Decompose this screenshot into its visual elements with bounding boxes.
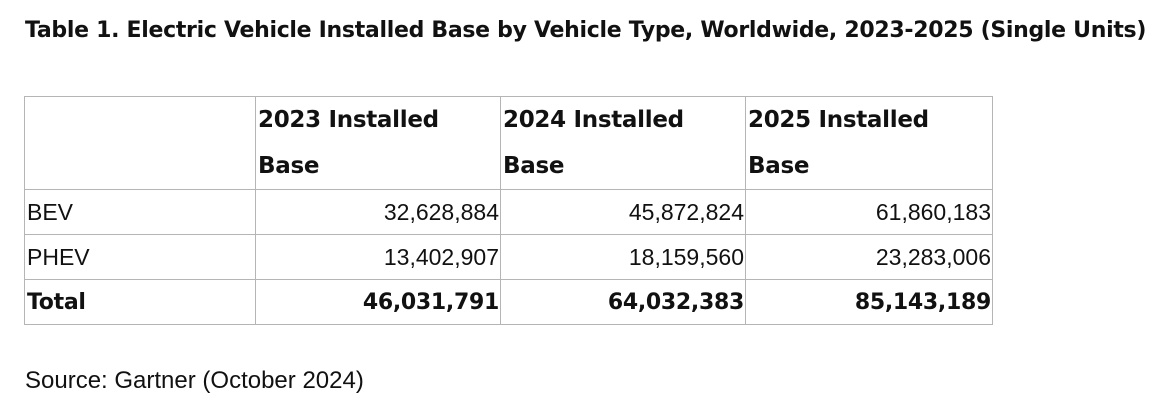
cell-value: 61,860,183 [745,189,993,235]
row-label: Total [24,279,256,325]
table-header-row: 2023 Installed Base 2024 Installed Base … [24,96,993,190]
row-label: BEV [24,189,256,235]
cell-value: 64,032,383 [500,279,746,325]
table-row-phev: PHEV 13,402,907 18,159,560 23,283,006 [24,234,993,280]
cell-value: 45,872,824 [500,189,746,235]
ev-installed-base-table: 2023 Installed Base 2024 Installed Base … [24,96,993,325]
cell-value: 18,159,560 [500,234,746,280]
row-label: PHEV [24,234,256,280]
cell-value: 46,031,791 [255,279,501,325]
header-2024-installed-base: 2024 Installed Base [500,96,746,190]
table-row-bev: BEV 32,628,884 45,872,824 61,860,183 [24,189,993,235]
table-title: Table 1. Electric Vehicle Installed Base… [25,18,1147,43]
cell-value: 32,628,884 [255,189,501,235]
cell-value: 23,283,006 [745,234,993,280]
table-row-total: Total 46,031,791 64,032,383 85,143,189 [24,279,993,325]
cell-value: 13,402,907 [255,234,501,280]
header-empty-cell [24,96,256,190]
source-note: Source: Gartner (October 2024) [25,367,364,394]
cell-value: 85,143,189 [745,279,993,325]
header-2025-installed-base: 2025 Installed Base [745,96,993,190]
header-2023-installed-base: 2023 Installed Base [255,96,501,190]
